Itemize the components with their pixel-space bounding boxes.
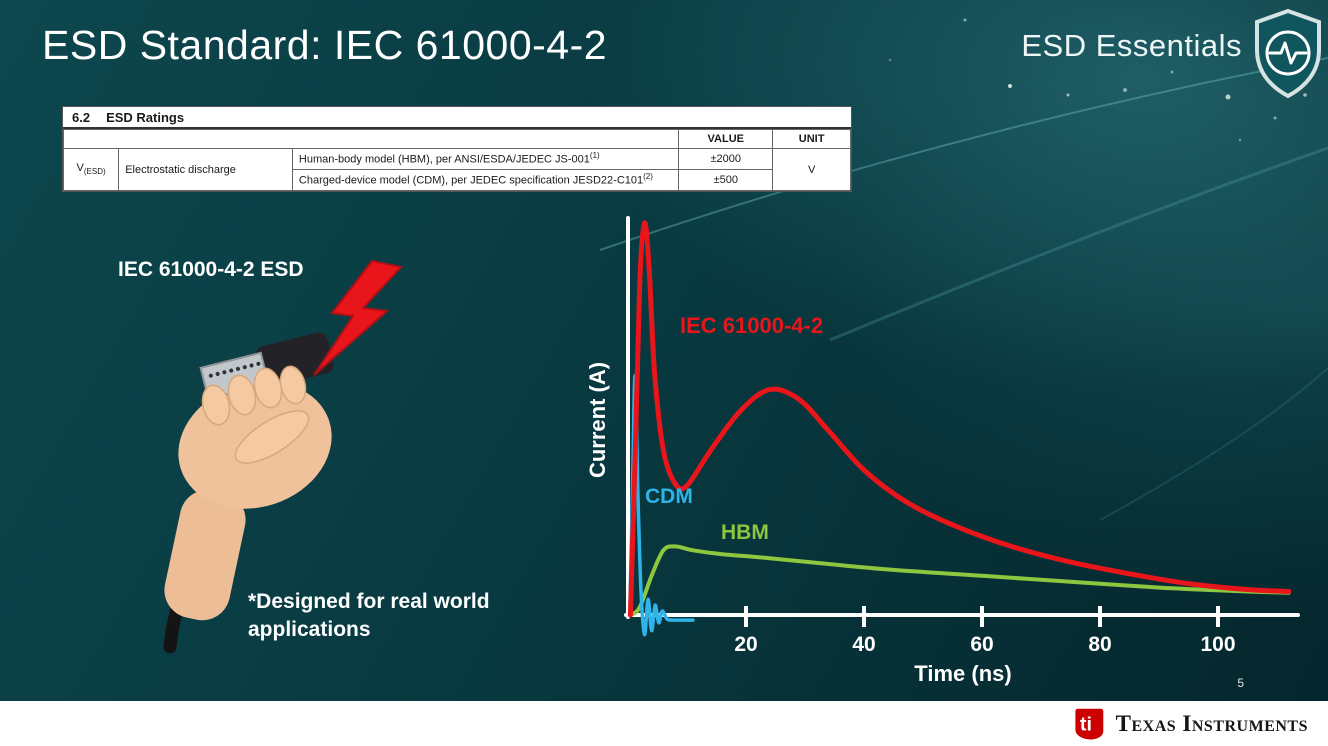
iec-esd-label: IEC 61000-4-2 ESD — [118, 258, 304, 281]
x-tick-label: 100 — [1200, 633, 1235, 656]
series-label-hbm: HBM — [721, 521, 769, 544]
unit-cell: V — [772, 148, 851, 192]
cdm-condition-cell: Charged-device model (CDM), per JEDEC sp… — [291, 169, 680, 192]
slide-title: ESD Standard: IEC 61000-4-2 — [42, 22, 608, 68]
y-axis-label: Current (A) — [585, 361, 610, 479]
unit-column-header: UNIT — [772, 128, 851, 150]
param-name-cell: Electrostatic discharge — [118, 148, 293, 192]
heartbeat-pulse-icon — [1268, 41, 1308, 65]
x-axis-label: Time (ns) — [914, 661, 1012, 686]
hbm-value-cell: ±2000 — [678, 148, 774, 171]
svg-text:ti: ti — [1080, 713, 1092, 735]
brand-wordmark: Texas Instruments — [1115, 710, 1308, 736]
x-tick-label: 80 — [1088, 633, 1111, 656]
param-symbol-cell: V(ESD) — [62, 148, 120, 192]
esd-ratings-table: 6.2 ESD Ratings VALUE UNIT V(ESD) Electro… — [62, 106, 852, 193]
section-title: ESD Ratings — [106, 110, 185, 125]
hbm-condition-cell: Human-body model (HBM), per ANSI/ESDA/JE… — [291, 148, 680, 171]
ti-logo-icon: ti — [1075, 708, 1103, 739]
cdm-value-cell: ±500 — [678, 169, 774, 192]
x-tick-label: 40 — [852, 633, 875, 656]
page-number: 5 — [1237, 676, 1244, 690]
series-label-iec: IEC 61000-4-2 — [680, 313, 824, 338]
hand-holding-connector-illustration — [163, 259, 403, 654]
fingers — [201, 365, 310, 464]
series-title: ESD Essentials — [1021, 28, 1242, 63]
esd-essentials-shield-icon — [1255, 8, 1321, 99]
lightning-bolt-icon — [313, 259, 403, 376]
designed-footnote: *Designed for real world applications — [248, 590, 490, 641]
ratings-table-heading: 6.2 ESD Ratings — [63, 107, 851, 129]
background-sparkles — [888, 18, 1307, 142]
section-number: 6.2 — [72, 110, 91, 125]
series-label-cdm: CDM — [645, 485, 693, 508]
curve-hbm — [629, 544, 1291, 617]
x-tick-label: 60 — [970, 633, 993, 656]
curve-iec-61000-4-2 — [627, 220, 1292, 618]
chart-canvas: 20 40 60 80 100 — [624, 216, 1300, 656]
header-spacer-cell — [62, 128, 680, 150]
esd-current-chart: 20 40 60 80 100 Current (A) Time (ns) IEC 61… — [585, 213, 1325, 693]
table-row: V(ESD) Electrostatic discharge Human-bod… — [62, 148, 851, 192]
footer-bar: ti Texas Instruments — [0, 701, 1328, 746]
x-tick-label: 20 — [734, 633, 757, 656]
table-row: Charged-device model (CDM), per JEDEC sp… — [64, 169, 851, 192]
value-column-header: VALUE — [678, 128, 774, 150]
